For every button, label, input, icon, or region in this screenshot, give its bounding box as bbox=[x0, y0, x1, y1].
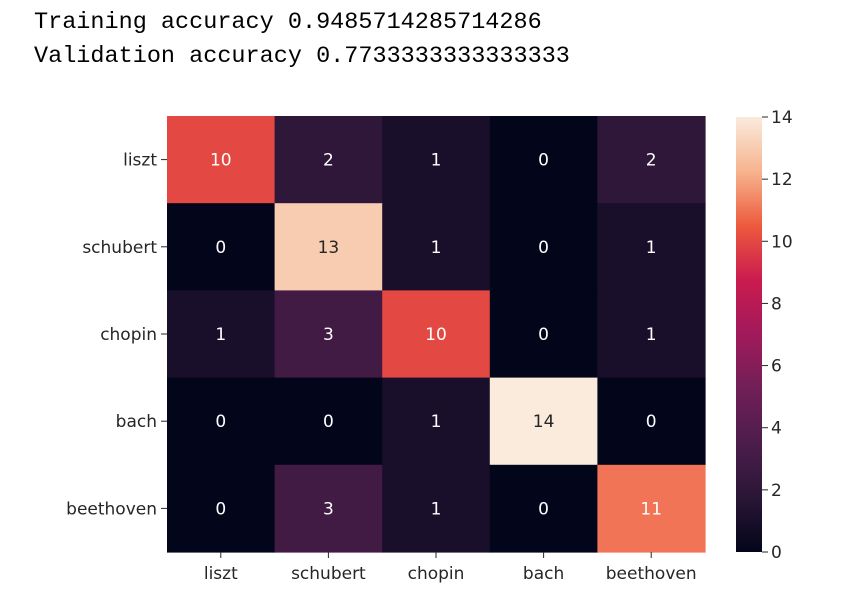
heatmap-cell-beethoven-beethoven bbox=[597, 464, 706, 553]
cell-value-label: 2 bbox=[646, 151, 657, 171]
y-axis-ticks: liszt schubert chopin bach beethoven bbox=[66, 151, 167, 519]
colorbar-tick-label: 4 bbox=[771, 419, 782, 439]
x-tick-label-chopin: chopin bbox=[408, 564, 465, 584]
colorbar-tick-label: 10 bbox=[771, 232, 793, 252]
x-tick-label-bach: bach bbox=[523, 564, 564, 584]
cell-value-label: 2 bbox=[323, 151, 334, 171]
heatmap-cell-liszt-beethoven bbox=[597, 116, 706, 204]
cell-value-label: 1 bbox=[646, 238, 657, 258]
heatmap-cell-schubert-liszt bbox=[167, 203, 276, 291]
cell-value-labels: 10 2 1 0 20 13 1 0 11 3 10 0 10 0 1 14 00 3 1 0 11 bbox=[210, 151, 662, 520]
heatmap-cell-beethoven-liszt bbox=[167, 464, 276, 553]
colorbar-ticks: 0 2 4 6 8 10 12 14 bbox=[762, 108, 793, 563]
heatmap-cell-chopin-beethoven bbox=[597, 290, 706, 379]
cell-value-label: 0 bbox=[215, 499, 226, 519]
heatmap-cell-bach-liszt bbox=[167, 377, 276, 466]
validation-accuracy-label: Validation accuracy bbox=[34, 43, 302, 70]
cell-value-label: 0 bbox=[538, 151, 549, 171]
colorbar-tick-label: 2 bbox=[771, 481, 782, 501]
training-accuracy-line: Training accuracy 0.9485714285714286 bbox=[34, 6, 570, 40]
colorbar-tick-label: 0 bbox=[771, 543, 782, 563]
cell-value-label: 14 bbox=[533, 412, 555, 432]
cell-value-label: 0 bbox=[538, 238, 549, 258]
heatmap-cell-liszt-schubert bbox=[274, 116, 383, 204]
validation-accuracy-value: 0.7733333333333333 bbox=[316, 43, 570, 70]
heatmap-cell-chopin-schubert bbox=[274, 290, 383, 379]
heatmap-cell-bach-beethoven bbox=[597, 377, 706, 466]
cell-value-label: 0 bbox=[646, 412, 657, 432]
cell-value-label: 1 bbox=[431, 238, 442, 258]
cell-value-label: 3 bbox=[323, 499, 334, 519]
y-tick-label-chopin: chopin bbox=[100, 325, 157, 345]
colorbar: 0 2 4 6 8 10 12 14 bbox=[736, 108, 793, 563]
y-tick-label-schubert: schubert bbox=[82, 238, 157, 258]
cell-value-label: 10 bbox=[210, 151, 232, 171]
heatmap-cell-beethoven-bach bbox=[489, 464, 598, 553]
heatmap-cell-chopin-liszt bbox=[167, 290, 276, 379]
cell-value-label: 11 bbox=[640, 499, 662, 519]
cell-value-label: 0 bbox=[538, 325, 549, 345]
heatmap-cell-chopin-bach bbox=[489, 290, 598, 379]
heatmap-cell-liszt-liszt bbox=[167, 116, 276, 204]
colorbar-gradient bbox=[736, 117, 762, 552]
heatmap-cell-schubert-bach bbox=[489, 203, 598, 291]
cell-value-label: 1 bbox=[431, 412, 442, 432]
heatmap-cells bbox=[167, 116, 706, 553]
heatmap-cell-schubert-beethoven bbox=[597, 203, 706, 291]
cell-value-label: 1 bbox=[431, 499, 442, 519]
x-tick-label-schubert: schubert bbox=[291, 564, 366, 584]
x-tick-label-liszt: liszt bbox=[204, 564, 238, 584]
cell-value-label: 1 bbox=[431, 151, 442, 171]
y-tick-label-beethoven: beethoven bbox=[66, 499, 157, 519]
cell-value-label: 3 bbox=[323, 325, 334, 345]
cell-value-label: 13 bbox=[318, 238, 340, 258]
heatmap-cell-liszt-chopin bbox=[382, 116, 491, 204]
y-tick-label-liszt: liszt bbox=[123, 151, 157, 171]
heatmap-cell-beethoven-schubert bbox=[274, 464, 383, 553]
cell-value-label: 1 bbox=[646, 325, 657, 345]
colorbar-tick-label: 6 bbox=[771, 357, 782, 377]
cell-value-label: 1 bbox=[215, 325, 226, 345]
validation-accuracy-line: Validation accuracy 0.7733333333333333 bbox=[34, 40, 570, 74]
cell-output: Training accuracy 0.9485714285714286 Vali… bbox=[34, 6, 570, 74]
heatmap-cell-schubert-schubert bbox=[274, 203, 383, 291]
y-tick-label-bach: bach bbox=[116, 412, 157, 432]
cell-value-label: 0 bbox=[538, 499, 549, 519]
training-accuracy-value: 0.9485714285714286 bbox=[287, 9, 542, 36]
cell-value-label: 0 bbox=[215, 238, 226, 258]
heatmap-cell-bach-chopin bbox=[382, 377, 491, 466]
colorbar-tick-label: 12 bbox=[771, 170, 793, 190]
cell-value-label: 0 bbox=[215, 412, 226, 432]
cell-value-label: 10 bbox=[425, 325, 447, 345]
heatmap-cell-chopin-chopin bbox=[382, 290, 491, 379]
heatmap-cell-beethoven-chopin bbox=[382, 464, 491, 553]
heatmap-cell-schubert-chopin bbox=[382, 203, 491, 291]
x-axis-ticks: liszt schubert chopin bach beethoven bbox=[204, 552, 697, 584]
heatmap-cell-liszt-bach bbox=[489, 116, 598, 204]
colorbar-tick-label: 8 bbox=[771, 294, 782, 314]
cell-value-label: 0 bbox=[323, 412, 334, 432]
x-tick-label-beethoven: beethoven bbox=[606, 564, 697, 584]
training-accuracy-label: Training accuracy bbox=[34, 9, 274, 36]
heatmap-cell-bach-schubert bbox=[274, 377, 383, 466]
heatmap-cell-bach-bach bbox=[489, 377, 598, 466]
colorbar-tick-label: 14 bbox=[771, 108, 793, 128]
